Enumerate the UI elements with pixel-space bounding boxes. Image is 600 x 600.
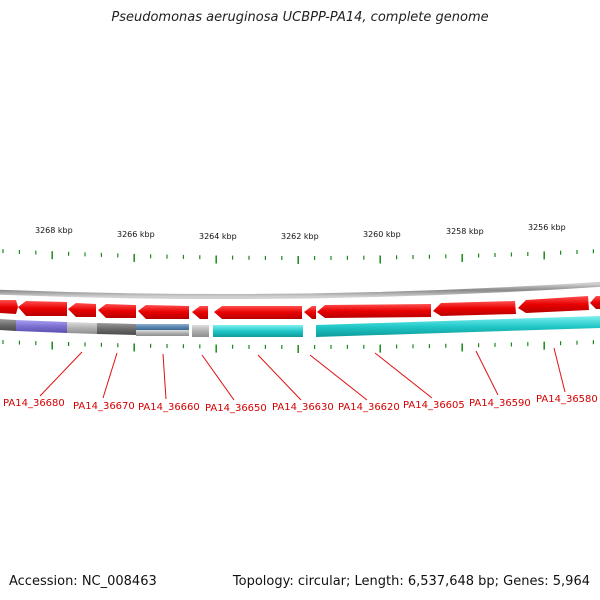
forward-gene[interactable]	[0, 300, 18, 314]
kbp-label-3268: 3268 kbp	[35, 226, 73, 235]
gene-label-pa14-36680[interactable]: PA14_36680	[3, 398, 65, 409]
reverse-feature[interactable]	[0, 319, 16, 331]
forward-gene[interactable]	[214, 306, 302, 319]
accession-text: Accession: NC_008463	[9, 574, 157, 589]
leader-line	[162, 353, 167, 400]
kbp-label-3266: 3266 kbp	[117, 230, 155, 239]
gene-label-pa14-36650[interactable]: PA14_36650	[205, 403, 267, 414]
gene-leader-lines	[39, 347, 566, 401]
reverse-feature[interactable]	[97, 323, 136, 335]
forward-gene[interactable]	[433, 301, 516, 316]
genome-summary-text: Topology: circular; Length: 6,537,648 bp…	[232, 574, 590, 589]
gene-label-pa14-36605[interactable]: PA14_36605	[403, 400, 465, 411]
leader-line	[257, 354, 302, 401]
leader-line	[39, 351, 83, 397]
forward-gene[interactable]	[192, 306, 208, 319]
kbp-label-3264: 3264 kbp	[199, 232, 237, 241]
outer-scale-ticks	[2, 249, 595, 264]
leader-line	[374, 352, 433, 399]
reverse-feature[interactable]	[136, 330, 189, 336]
kbp-label-3260: 3260 kbp	[363, 230, 401, 239]
forward-gene[interactable]	[138, 305, 189, 319]
gene-labels: PA14_36680 PA14_36670 PA14_36660 PA14_36…	[3, 394, 598, 414]
leader-line	[309, 354, 368, 401]
gene-label-pa14-36580[interactable]: PA14_36580	[536, 394, 598, 405]
kbp-label-3258: 3258 kbp	[446, 227, 484, 236]
forward-gene[interactable]	[317, 304, 431, 318]
reverse-strand-features	[0, 316, 600, 337]
forward-gene[interactable]	[18, 301, 67, 316]
kbp-label-3262: 3262 kbp	[281, 232, 319, 241]
inner-scale-ticks	[2, 340, 595, 353]
kbp-scale-labels: 3268 kbp 3266 kbp 3264 kbp 3262 kbp 3260…	[35, 223, 566, 241]
leader-line	[553, 347, 566, 393]
gene-label-pa14-36660[interactable]: PA14_36660	[138, 402, 200, 413]
kbp-label-3256: 3256 kbp	[528, 223, 566, 232]
forward-strand-genes	[0, 296, 600, 319]
gene-label-pa14-36590[interactable]: PA14_36590	[469, 398, 531, 409]
gene-label-pa14-36670[interactable]: PA14_36670	[73, 401, 135, 412]
forward-gene[interactable]	[68, 303, 96, 317]
gene-label-pa14-36620[interactable]: PA14_36620	[338, 402, 400, 413]
reverse-feature[interactable]	[316, 316, 600, 337]
leader-line	[102, 352, 118, 399]
reverse-feature[interactable]	[192, 325, 209, 337]
forward-gene[interactable]	[518, 296, 589, 313]
gene-label-pa14-36630[interactable]: PA14_36630	[272, 402, 334, 413]
genome-title: Pseudomonas aeruginosa UCBPP-PA14, compl…	[111, 10, 489, 25]
reverse-feature[interactable]	[213, 325, 303, 337]
forward-gene[interactable]	[98, 304, 136, 318]
leader-line	[475, 350, 499, 396]
reverse-feature[interactable]	[67, 322, 97, 334]
genome-backbone	[0, 281, 600, 299]
reverse-feature[interactable]	[136, 324, 189, 330]
leader-line	[201, 354, 235, 401]
forward-gene[interactable]	[590, 296, 600, 309]
reverse-feature[interactable]	[16, 320, 67, 333]
forward-gene[interactable]	[304, 306, 316, 319]
